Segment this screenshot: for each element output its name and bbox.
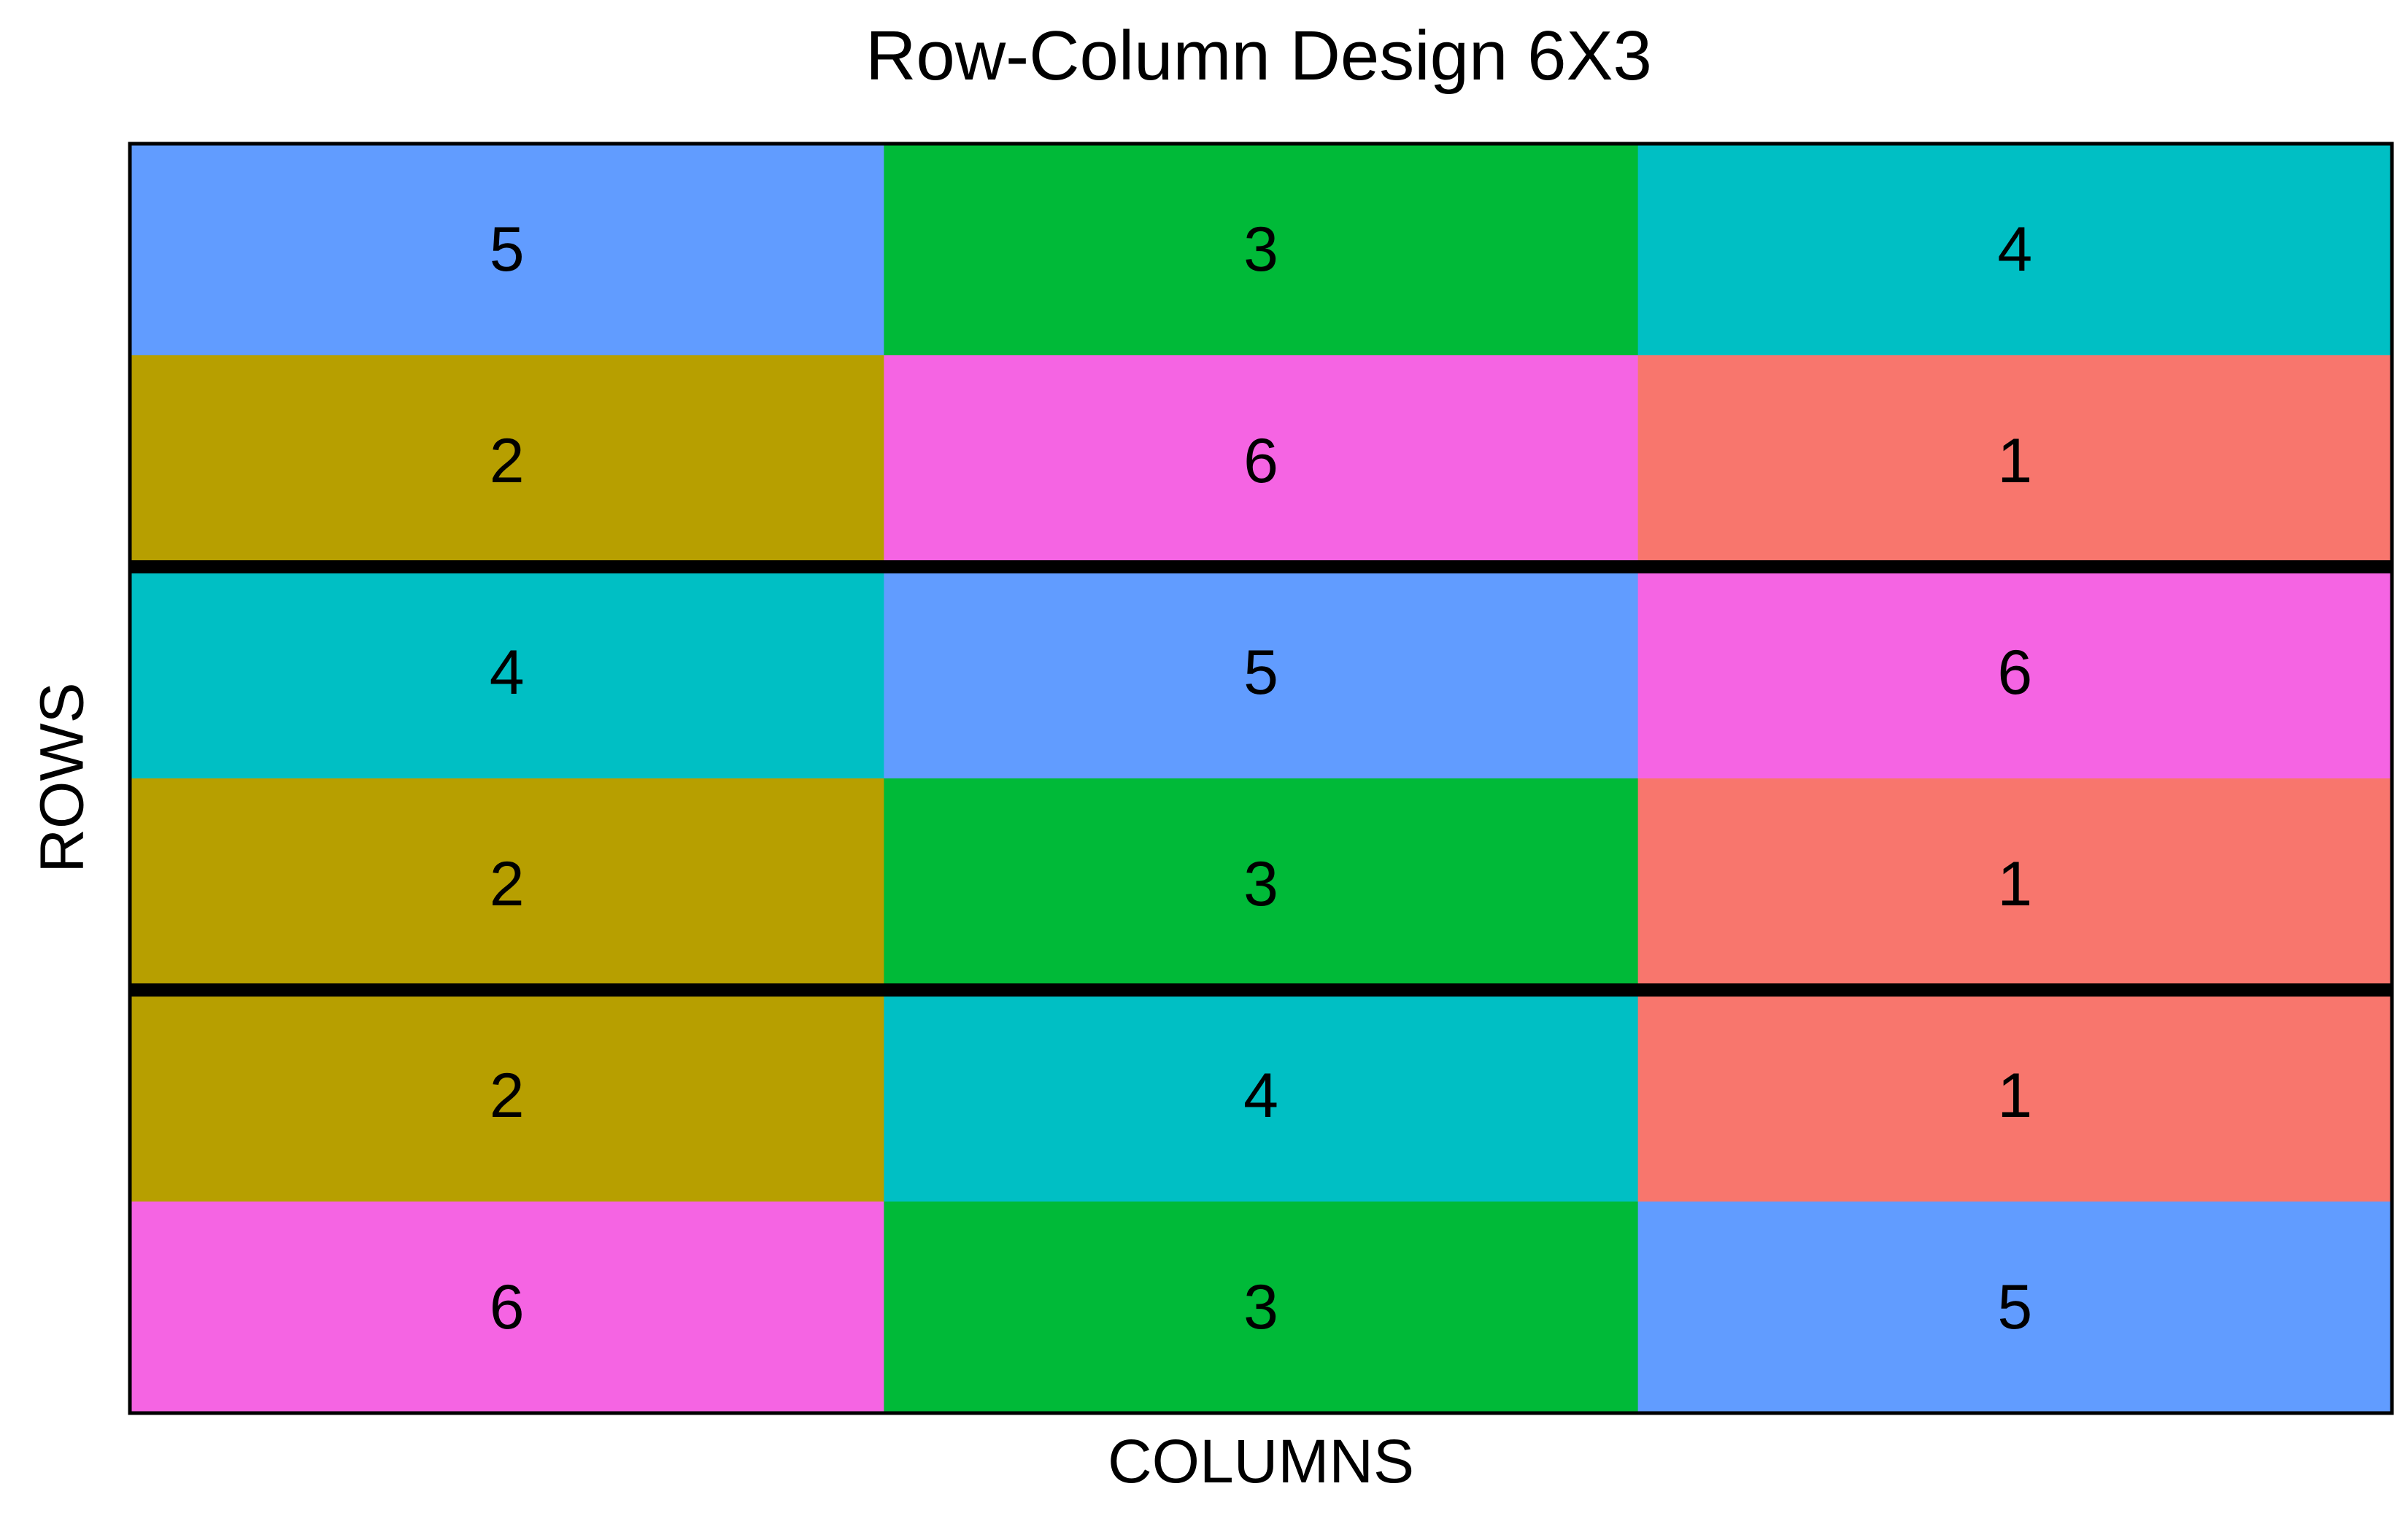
cell-label-r4-c2: 3 (1243, 849, 1278, 919)
cell-r3-c3 (1637, 567, 2393, 779)
cell-label-r2-c1: 2 (490, 426, 525, 496)
cell-label-r3-c3: 6 (1997, 638, 2032, 708)
cell-label-r6-c1: 6 (490, 1272, 525, 1342)
cell-r5-c3 (1637, 990, 2393, 1202)
plot-frame (128, 142, 2394, 1415)
cell-r6-c3 (1637, 1202, 2393, 1414)
cell-r6-c2 (884, 1202, 1639, 1414)
cell-label-r1-c3: 4 (1997, 214, 2032, 285)
cell-label-r3-c1: 4 (490, 638, 525, 708)
cell-label-r1-c2: 3 (1243, 214, 1278, 285)
cell-r5-c2 (884, 990, 1639, 1202)
cell-r2-c3 (1637, 355, 2393, 568)
cell-label-r6-c2: 3 (1243, 1272, 1278, 1342)
cell-r4-c1 (130, 778, 884, 991)
cell-label-r4-c1: 2 (490, 849, 525, 919)
cell-label-r5-c3: 1 (1997, 1061, 2032, 1131)
cell-r1-c2 (884, 144, 1639, 356)
cell-label-r1-c1: 5 (490, 214, 525, 285)
cell-r2-c2 (884, 355, 1639, 568)
cell-r1-c3 (1637, 144, 2393, 356)
cell-r3-c2 (884, 567, 1639, 779)
cell-label-r2-c2: 6 (1243, 426, 1278, 496)
cell-label-r5-c1: 2 (490, 1061, 525, 1131)
cell-label-r2-c3: 1 (1997, 426, 2032, 496)
cell-r6-c1 (130, 1202, 884, 1414)
cell-r1-c1 (130, 144, 884, 356)
cell-r3-c1 (130, 567, 884, 779)
cell-label-r5-c2: 4 (1243, 1061, 1278, 1131)
x-axis-label: COLUMNS (1107, 1427, 1415, 1496)
cell-r4-c2 (884, 778, 1639, 991)
cell-r4-c3 (1637, 778, 2393, 991)
cell-label-r3-c2: 5 (1243, 638, 1278, 708)
cell-r2-c1 (130, 355, 884, 568)
cell-label-r4-c3: 1 (1997, 849, 2032, 919)
cell-r5-c1 (130, 990, 884, 1202)
chart-title: Row-Column Design 6X3 (865, 17, 1652, 95)
cell-label-r6-c3: 5 (1997, 1272, 2032, 1342)
